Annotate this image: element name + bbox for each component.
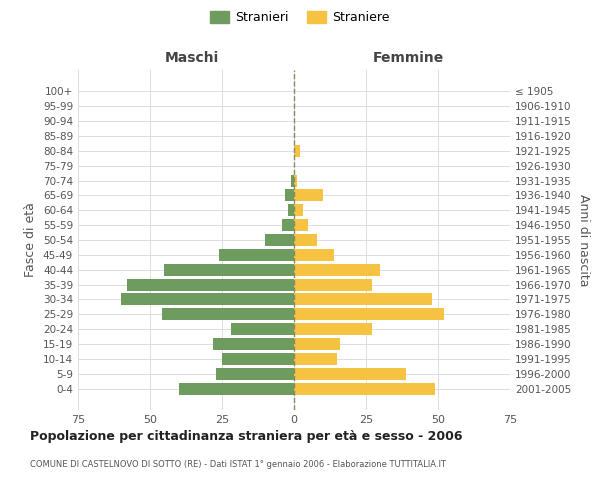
- Text: Popolazione per cittadinanza straniera per età e sesso - 2006: Popolazione per cittadinanza straniera p…: [30, 430, 463, 443]
- Bar: [265, 234, 294, 246]
- Bar: [294, 294, 432, 306]
- Bar: [121, 294, 294, 306]
- Bar: [294, 382, 435, 394]
- Bar: [294, 174, 297, 186]
- Text: Femmine: Femmine: [373, 51, 443, 65]
- Bar: [161, 308, 294, 320]
- Bar: [294, 249, 334, 261]
- Bar: [294, 234, 317, 246]
- Bar: [294, 338, 340, 350]
- Bar: [219, 249, 294, 261]
- Bar: [291, 174, 294, 186]
- Bar: [286, 190, 294, 202]
- Bar: [164, 264, 294, 276]
- Bar: [127, 278, 294, 290]
- Bar: [294, 278, 372, 290]
- Bar: [294, 204, 302, 216]
- Legend: Stranieri, Straniere: Stranieri, Straniere: [205, 6, 395, 29]
- Bar: [288, 204, 294, 216]
- Bar: [294, 353, 337, 365]
- Bar: [216, 368, 294, 380]
- Text: Maschi: Maschi: [165, 51, 219, 65]
- Y-axis label: Anni di nascita: Anni di nascita: [577, 194, 590, 286]
- Bar: [222, 353, 294, 365]
- Text: COMUNE DI CASTELNOVO DI SOTTO (RE) - Dati ISTAT 1° gennaio 2006 - Elaborazione T: COMUNE DI CASTELNOVO DI SOTTO (RE) - Dat…: [30, 460, 446, 469]
- Bar: [294, 308, 444, 320]
- Bar: [283, 219, 294, 231]
- Bar: [179, 382, 294, 394]
- Bar: [230, 323, 294, 335]
- Bar: [214, 338, 294, 350]
- Bar: [294, 219, 308, 231]
- Bar: [294, 368, 406, 380]
- Bar: [294, 264, 380, 276]
- Bar: [294, 323, 372, 335]
- Bar: [294, 190, 323, 202]
- Bar: [294, 145, 300, 157]
- Y-axis label: Fasce di età: Fasce di età: [25, 202, 37, 278]
